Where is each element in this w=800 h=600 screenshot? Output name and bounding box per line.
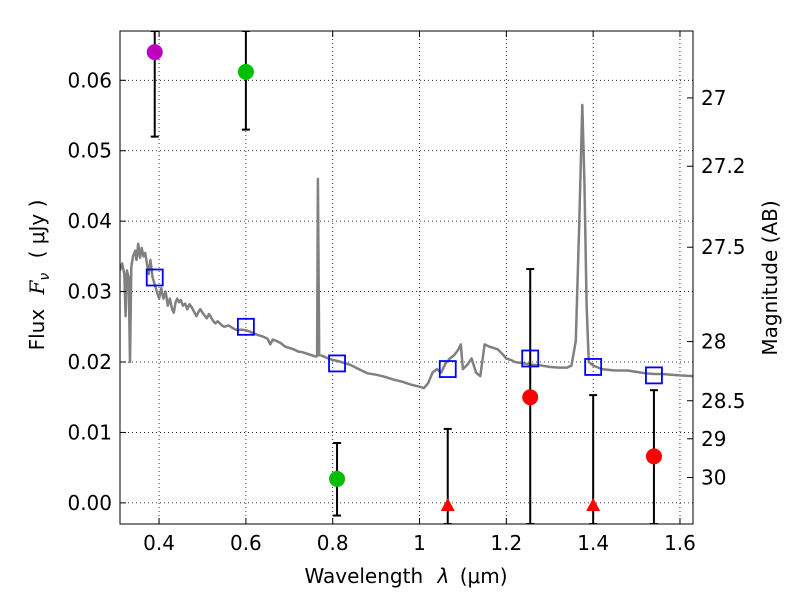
y2-tick-label: 28.5 (701, 389, 746, 413)
model-point (645, 366, 663, 385)
y2-tick-label: 30 (701, 466, 726, 490)
model-point (236, 317, 255, 336)
y-axis-label-symbol: F (25, 279, 49, 295)
y-axis-label-unit: ( μJy ) (25, 200, 49, 259)
y2-tick-label: 27.2 (701, 154, 746, 178)
model-point (145, 268, 164, 287)
plot-frame (119, 30, 694, 525)
y-tick-label: 0.04 (67, 209, 112, 233)
y-tick-label: 0.01 (67, 420, 112, 444)
model-point (438, 360, 457, 378)
y-axis-label-subscript: ν (37, 273, 53, 281)
x-tick-label: 0.6 (230, 531, 262, 555)
y2-tick-label: 29 (701, 427, 726, 451)
x-tick-label: 1 (413, 531, 426, 555)
ticks: 0.4 0.6 0.8 1 1.2 1.4 1.6 0.00 0.01 0.02 0.03 0.04 0… (67, 31, 746, 555)
observation-point (522, 389, 539, 406)
x-tick-label: 0.8 (317, 531, 349, 555)
observation-point (645, 448, 662, 465)
y-tick-label: 0.06 (67, 68, 112, 92)
y2-axis-label: Magnitude (AB) (758, 200, 782, 355)
y2-tick-label: 27.5 (701, 235, 746, 259)
x-axis-label-unit: (μm) (460, 564, 508, 588)
x-tick-label: 1.6 (664, 531, 696, 555)
observation-point (237, 63, 254, 80)
spectrum-layer (120, 103, 693, 390)
observation-upper-limit (586, 497, 601, 511)
observation-point (329, 470, 346, 487)
x-tick-label: 0.4 (143, 531, 175, 555)
model-point (521, 349, 540, 368)
y-tick-label: 0.02 (67, 350, 112, 374)
spectrum-line (120, 103, 693, 390)
y-axis-label-prefix: Flux (25, 309, 49, 351)
y2-tick-label: 28 (701, 330, 726, 354)
model-point (328, 354, 346, 373)
x-axis-label: Wavelength λ (μm) (304, 564, 507, 588)
y-tick-label: 0.00 (67, 491, 112, 515)
observation-point (146, 44, 163, 61)
observations-layer (146, 44, 662, 511)
y2-tick-label: 27 (701, 86, 726, 110)
x-axis-label-prefix: Wavelength (304, 564, 423, 588)
y-tick-label: 0.03 (67, 280, 112, 304)
y-axis-label: Flux Fν ( μJy ) (25, 200, 54, 351)
plot-background (120, 31, 693, 524)
observation-upper-limit (440, 497, 455, 511)
model-point (584, 358, 603, 376)
y-tick-label: 0.05 (67, 139, 112, 163)
x-axis-label-symbol: λ (437, 564, 450, 588)
model-points-layer (145, 268, 663, 385)
x-tick-label: 1.4 (577, 531, 609, 555)
x-tick-label: 1.2 (490, 531, 522, 555)
